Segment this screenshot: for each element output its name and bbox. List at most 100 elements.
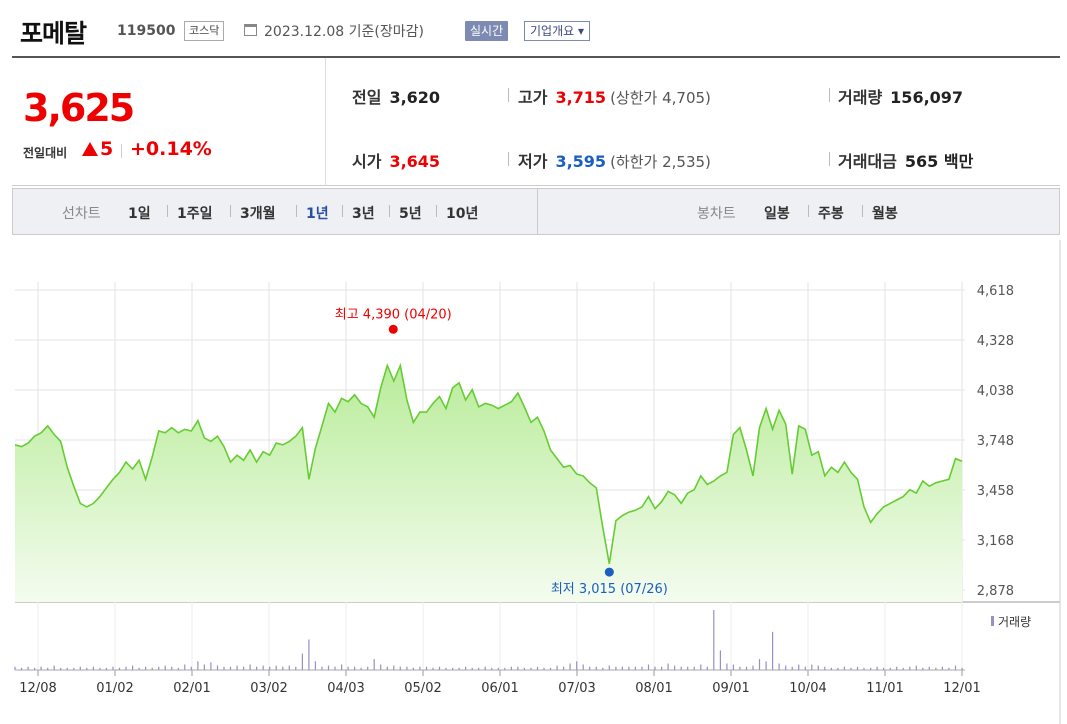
volume-bar — [576, 661, 578, 670]
volume-bar — [641, 666, 643, 670]
volume-bar — [621, 666, 623, 670]
volume-bar — [830, 667, 832, 670]
volume-bar — [634, 666, 636, 670]
candle-weekly[interactable]: 주봉 — [818, 206, 844, 222]
volume-bar — [928, 666, 930, 670]
volume-bar — [295, 666, 297, 670]
x-tick-label: 07/03 — [558, 681, 595, 696]
y-tick-label: 4,038 — [977, 384, 1014, 399]
candle-chart-label: 봉차트 — [697, 206, 736, 222]
volume-bar — [132, 665, 134, 670]
y-tick-label: 3,458 — [977, 484, 1014, 499]
prev-close: 전일 3,620 — [352, 88, 441, 107]
volume-bar — [817, 665, 819, 670]
volume-bar — [275, 665, 277, 670]
divider — [537, 189, 538, 234]
stock-header: 포메탈 119500 코스닥 2023.12.08 기준(장마감) 실시간 기업… — [0, 0, 1067, 56]
period-5y[interactable]: 5년 — [399, 206, 422, 222]
x-tick-label: 01/02 — [96, 681, 133, 696]
candle-daily[interactable]: 일봉 — [764, 206, 790, 222]
volume-bar — [138, 667, 140, 670]
volume-bar — [961, 667, 963, 670]
volume-bar — [465, 666, 467, 670]
volume-bar — [399, 666, 401, 670]
period-1w[interactable]: 1주일 — [177, 206, 213, 222]
y-axis: 4,618 4,328 4,038 3,748 3,458 3,168 2,878 — [977, 284, 1014, 599]
period-10y[interactable]: 10년 — [446, 206, 479, 222]
price-chart[interactable]: 4,618 4,328 4,038 3,748 3,458 3,168 2,878 최고 4… — [0, 240, 1067, 724]
volume-bar — [863, 667, 865, 670]
volume-bar — [798, 664, 800, 670]
volume-bar — [595, 666, 597, 670]
volume-bar — [177, 667, 179, 670]
volume-bar — [915, 665, 917, 670]
volume-bar — [40, 666, 42, 670]
volume-bar — [726, 663, 728, 670]
y-tick-label: 2,878 — [977, 584, 1014, 599]
volume-bar — [386, 666, 388, 670]
volume-bar — [732, 664, 734, 670]
x-tick-label: 06/01 — [481, 681, 518, 696]
y-tick-label: 3,168 — [977, 534, 1014, 549]
volume-bar — [249, 664, 251, 670]
volume-legend-label: 거래량 — [998, 615, 1031, 629]
volume-bar — [654, 666, 656, 670]
volume-bar — [497, 667, 499, 670]
volume-bar — [491, 667, 493, 670]
volume-bar — [896, 666, 898, 670]
volume-bar — [367, 666, 369, 670]
volume-bar — [563, 666, 565, 670]
volume-bar — [706, 666, 708, 670]
volume-bar — [341, 664, 343, 670]
volume-bar — [549, 667, 552, 670]
min-marker — [604, 567, 614, 577]
x-tick-label: 11/01 — [866, 681, 903, 696]
volume-bar — [27, 666, 29, 670]
realtime-button[interactable]: 실시간 — [465, 21, 509, 41]
volume-bar — [569, 663, 571, 670]
volume-bar — [909, 666, 911, 670]
volume-bar — [314, 661, 316, 670]
period-3y[interactable]: 3년 — [352, 206, 375, 222]
volume-bar — [236, 665, 238, 670]
divider — [296, 205, 297, 217]
volume-bar — [661, 666, 663, 670]
volume-bar — [700, 664, 702, 670]
volume-bar — [184, 664, 186, 670]
x-tick-label: 05/02 — [404, 681, 441, 696]
volume-bar — [713, 610, 715, 670]
volume-bar — [282, 666, 284, 670]
volume-bar — [615, 666, 617, 670]
company-overview-dropdown[interactable]: 기업개요 ▾ — [524, 21, 590, 41]
volume-bar — [804, 666, 806, 670]
candle-monthly[interactable]: 월봉 — [872, 206, 898, 222]
y-tick-label: 4,328 — [977, 334, 1014, 349]
volume-legend-icon — [991, 616, 994, 626]
volume-bar — [438, 666, 441, 670]
volume-bar — [99, 667, 101, 670]
period-1y[interactable]: 1년 — [306, 206, 329, 222]
min-label: 최저 3,015 (07/26) — [551, 582, 668, 597]
volume-bar — [948, 667, 950, 670]
period-3m[interactable]: 3개월 — [240, 206, 276, 222]
volume-bar — [687, 666, 689, 670]
volume-bar — [445, 667, 447, 670]
current-price: 3,625 — [23, 86, 135, 130]
price-area — [15, 365, 962, 602]
change-percent: +0.14% — [130, 138, 212, 160]
y-tick-label: 4,618 — [977, 284, 1014, 299]
volume-bar — [256, 666, 258, 670]
volume-bar — [922, 667, 924, 670]
volume-bars — [14, 610, 963, 670]
volume-bar — [876, 666, 878, 670]
period-1d[interactable]: 1일 — [128, 206, 151, 222]
volume-bar — [79, 666, 81, 670]
volume-bar — [452, 667, 454, 670]
divider — [508, 152, 509, 166]
volume-bar — [543, 667, 545, 670]
volume-bar — [347, 666, 349, 670]
volume-bar — [941, 666, 943, 670]
divider — [389, 205, 390, 217]
line-chart-label: 선차트 — [62, 206, 101, 222]
volume-bar — [693, 666, 695, 670]
